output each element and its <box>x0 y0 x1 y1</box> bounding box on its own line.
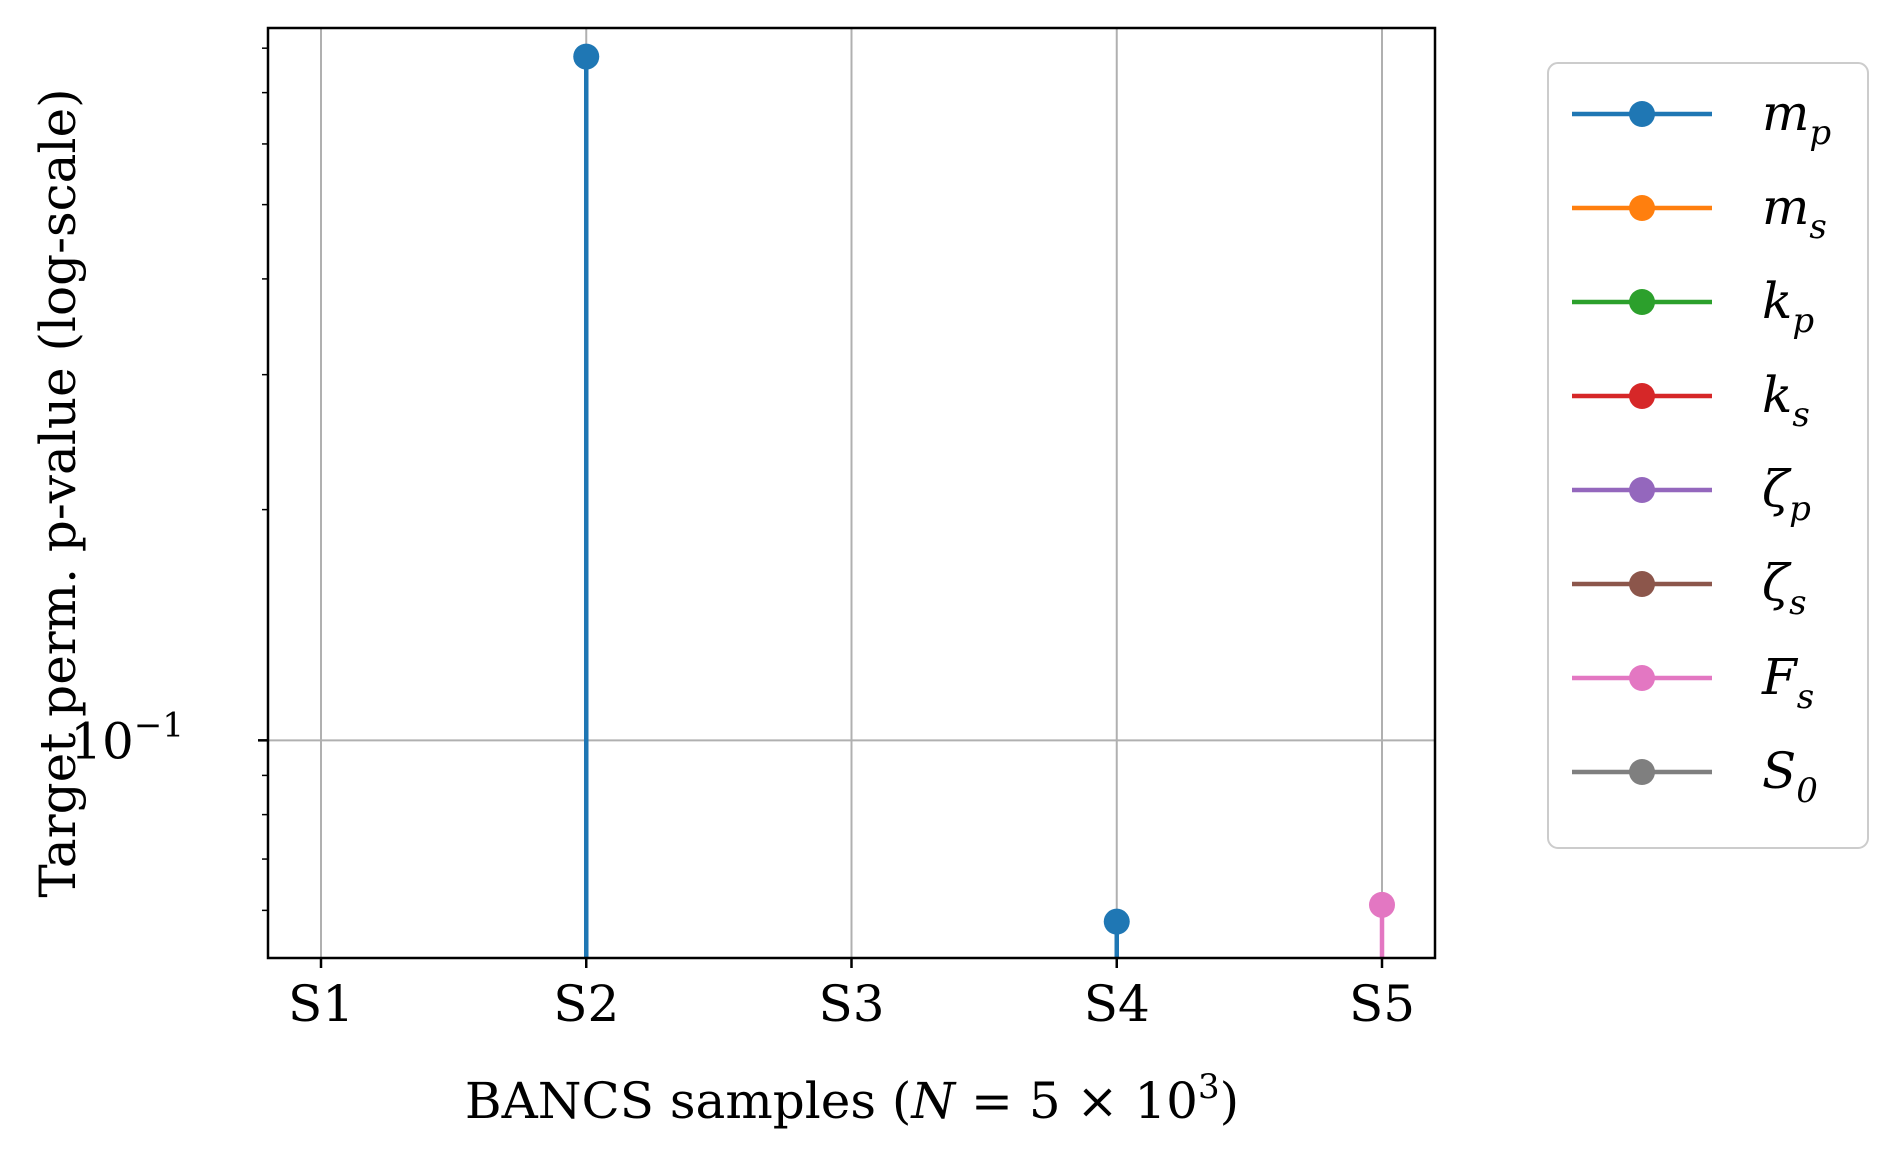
y-tick-label: 10−1 <box>70 705 184 770</box>
legend-marker <box>1629 289 1655 315</box>
legend-label: S0 <box>1762 742 1818 811</box>
legend-label: Fs <box>1761 648 1814 717</box>
legend-marker <box>1629 571 1655 597</box>
legend-box <box>1547 62 1869 849</box>
legend-label: kp <box>1762 272 1814 341</box>
legend-label: ms <box>1762 178 1827 247</box>
legend-entry: S0 <box>1572 742 1818 811</box>
x-tick-label: S3 <box>818 975 884 1033</box>
legend-entry: ks <box>1572 366 1810 435</box>
legend: mp ms kp ks ζp ζs Fs S0 <box>1547 62 1869 849</box>
legend-marker <box>1629 195 1655 221</box>
legend-marker <box>1629 477 1655 503</box>
y-axis-label: Target perm. p-value (log-scale) <box>29 88 87 897</box>
legend-label: ζs <box>1762 554 1807 623</box>
stems <box>573 43 1395 958</box>
ticks: S1 S2 S3 S4 S5 10−1 <box>70 47 1415 1033</box>
stem-marker <box>573 43 600 70</box>
legend-entry: ζp <box>1572 460 1811 529</box>
legend-marker <box>1629 383 1655 409</box>
legend-label: ζp <box>1762 460 1811 529</box>
legend-entry: ζs <box>1572 554 1807 623</box>
x-tick-label: S4 <box>1084 975 1150 1033</box>
legend-label: ks <box>1762 366 1810 435</box>
stem-marker <box>1103 908 1130 935</box>
legend-marker <box>1629 101 1655 127</box>
legend-label: mp <box>1762 84 1831 153</box>
x-axis-label: BANCS samples (N = 5 × 103) <box>465 1067 1239 1130</box>
legend-marker <box>1629 665 1655 691</box>
x-tick-label: S2 <box>553 975 619 1033</box>
legend-entry: Fs <box>1572 648 1814 717</box>
stem-marker <box>1369 891 1395 918</box>
legend-entry: kp <box>1572 272 1814 341</box>
x-tick-label: S1 <box>288 975 354 1033</box>
legend-marker <box>1629 759 1655 785</box>
x-tick-label: S5 <box>1349 975 1415 1033</box>
legend-entry: mp <box>1572 84 1831 153</box>
legend-entry: ms <box>1572 178 1827 247</box>
